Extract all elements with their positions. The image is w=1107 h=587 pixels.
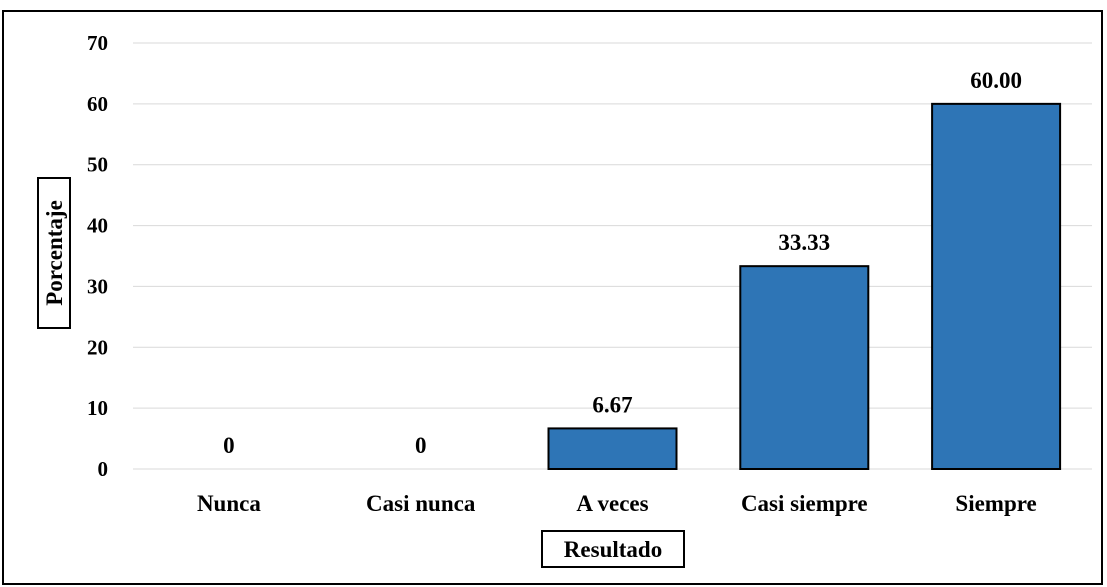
x-axis-title: Resultado: [564, 537, 662, 562]
y-tick-label: 60: [87, 92, 108, 116]
y-tick-label: 50: [87, 153, 108, 177]
bar: [547, 427, 678, 471]
x-category-label: Casi siempre: [741, 491, 868, 516]
y-tick-label: 20: [87, 335, 108, 359]
y-tick-label: 70: [87, 31, 108, 55]
data-label: 0: [415, 433, 427, 458]
y-axis-title: Porcentaje: [42, 200, 67, 306]
data-labels: 0 0 6.67 33.33 60.00: [223, 68, 1022, 458]
data-label: 60.00: [970, 68, 1022, 93]
x-category-label: Siempre: [955, 491, 1036, 516]
bar: [739, 265, 870, 470]
data-label: 6.67: [592, 392, 632, 417]
y-tick-label: 0: [98, 457, 109, 481]
y-tick-label: 30: [87, 274, 108, 298]
y-tick-label: 40: [87, 214, 108, 238]
x-category-label: A veces: [576, 491, 648, 516]
x-axis-categories: Nunca Casi nunca A veces Casi siempre Siempr…: [197, 491, 1037, 516]
y-axis-ticks: 0 10 20 30 40 50 60 70: [87, 31, 108, 481]
y-tick-label: 10: [87, 396, 108, 420]
chart-frame: [2, 10, 1103, 585]
data-label: 33.33: [778, 230, 830, 255]
data-label: 0: [223, 433, 235, 458]
x-axis-title-group: Resultado: [541, 530, 685, 568]
bars: [547, 102, 1062, 471]
x-category-label: Casi nunca: [366, 491, 476, 516]
bar: [931, 102, 1062, 470]
x-category-label: Nunca: [197, 491, 261, 516]
y-axis-title-group: Porcentaje: [37, 177, 71, 329]
